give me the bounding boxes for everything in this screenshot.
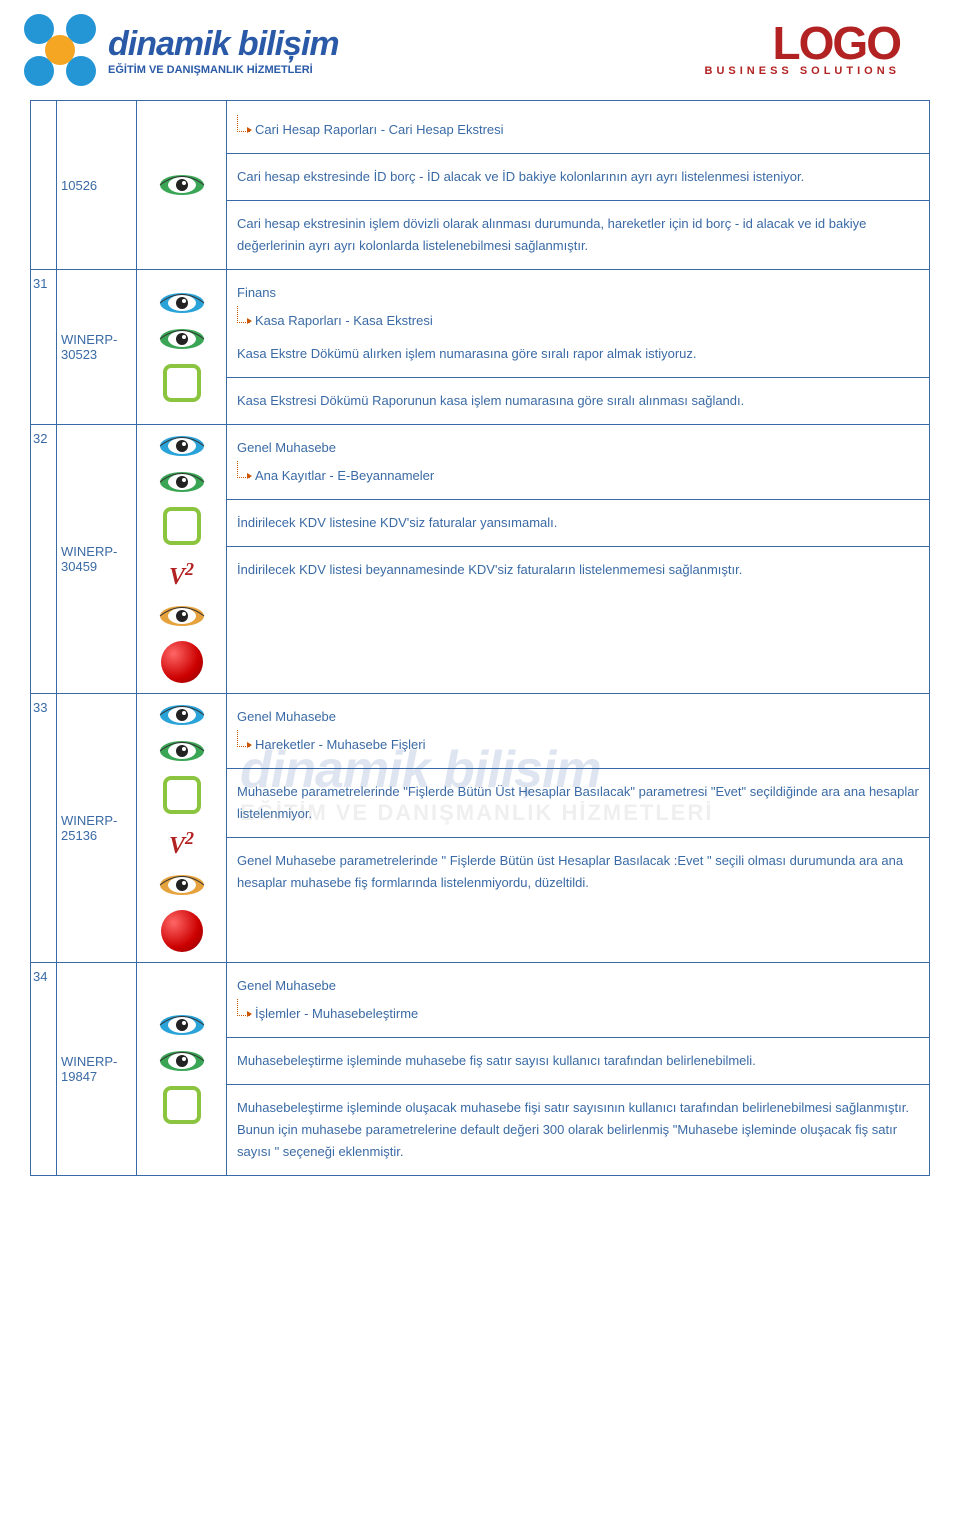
brand-logo-left: dinamik bilișim EĞİTİM VE DANIŞMANLIK Hİ…	[20, 10, 339, 90]
eye-icon	[158, 605, 206, 627]
body-cell: Kasa Ekstresi Dökümü Raporunun kasa işle…	[227, 378, 929, 424]
eye-icon	[158, 874, 206, 896]
body-cell: Genel Muhasebe Ana Kayıtlar - E-Beyanname…	[227, 425, 929, 500]
row-number: 32	[31, 424, 57, 693]
red-ball-icon	[161, 641, 203, 683]
body-cell: Muhasebe parametrelerinde "Fişlerde Bütü…	[227, 769, 929, 838]
row-icons: V2	[137, 693, 227, 962]
eye-icon	[158, 174, 206, 196]
table-row: 32WINERP-30459 V2 Genel Muhasebe Ana Kayı…	[31, 424, 930, 693]
brand-logo-right: LOGO BUSINESS SOLUTIONS	[705, 23, 900, 76]
row-body: Finans Kasa Raporları - Kasa Ekstresi Kasa…	[227, 270, 930, 424]
row-number: 33	[31, 693, 57, 962]
icon-stack: V2	[141, 435, 222, 683]
body-text: İndirilecek KDV listesine KDV'siz fatura…	[237, 512, 919, 534]
v2-icon: V2	[169, 828, 194, 860]
eye-icon	[158, 292, 206, 314]
icon-stack	[141, 174, 222, 196]
v2-icon: V2	[169, 559, 194, 591]
square-icon	[163, 1086, 201, 1124]
logo-sub: BUSINESS SOLUTIONS	[705, 65, 900, 77]
square-icon	[163, 507, 201, 545]
issues-table: 10526 Cari Hesap Raporları - Cari Hesap …	[30, 100, 930, 1176]
logo-word: LOGO	[773, 23, 900, 64]
eye-icon	[158, 328, 206, 350]
row-body: Genel Muhasebe Ana Kayıtlar - E-Beyanname…	[227, 424, 930, 693]
body-text: Muhasebe parametrelerinde "Fişlerde Bütü…	[237, 781, 919, 825]
red-ball-icon	[161, 910, 203, 952]
eye-icon	[158, 1014, 206, 1036]
row-icons	[137, 101, 227, 270]
row-id: 10526	[57, 101, 137, 270]
row-id: WINERP-30523	[57, 270, 137, 424]
square-icon	[163, 776, 201, 814]
body-cell: Cari hesap ekstresinde İD borç - İD alac…	[227, 154, 929, 201]
row-number: 31	[31, 270, 57, 424]
category-text: Genel Muhasebe	[237, 975, 919, 997]
row-id: WINERP-19847	[57, 962, 137, 1176]
body-text: Muhasebeleştirme işleminde oluşacak muha…	[237, 1097, 919, 1163]
brand-sub-text: EĞİTİM VE DANIŞMANLIK HİZMETLERİ	[108, 64, 339, 76]
body-cell: İndirilecek KDV listesine KDV'siz fatura…	[227, 500, 929, 547]
eye-icon	[158, 435, 206, 457]
page-header: dinamik bilișim EĞİTİM VE DANIŞMANLIK Hİ…	[0, 0, 960, 100]
body-text: Kasa Ekstre Dökümü alırken işlem numaras…	[237, 343, 919, 365]
body-text: Cari hesap ekstresinde İD borç - İD alac…	[237, 166, 919, 188]
eye-icon	[158, 740, 206, 762]
icon-stack	[141, 292, 222, 402]
row-icons	[137, 270, 227, 424]
table-row: 31WINERP-30523 Finans Kasa Raporları - Ka…	[31, 270, 930, 424]
body-text: Cari hesap ekstresinin işlem dövizli ola…	[237, 213, 919, 257]
table-row: 10526 Cari Hesap Raporları - Cari Hesap …	[31, 101, 930, 270]
body-cell: İndirilecek KDV listesi beyannamesinde K…	[227, 547, 929, 593]
x-icon	[20, 10, 100, 90]
body-text: Muhasebeleştirme işleminde muhasebe fiş …	[237, 1050, 919, 1072]
body-cell: Genel Muhasebe Hareketler - Muhasebe Fişl…	[227, 694, 929, 769]
body-cell: Cari Hesap Raporları - Cari Hesap Ekstre…	[227, 101, 929, 154]
body-text: Kasa Ekstresi Dökümü Raporunun kasa işle…	[237, 390, 919, 412]
eye-icon	[158, 1050, 206, 1072]
row-number	[31, 101, 57, 270]
table-row: 33WINERP-25136 V2 Genel Muhasebe Hareketl…	[31, 693, 930, 962]
body-text: İndirilecek KDV listesi beyannamesinde K…	[237, 559, 919, 581]
row-body: Genel Muhasebe Hareketler - Muhasebe Fişl…	[227, 693, 930, 962]
body-cell: Genel Muhasebe parametrelerinde " Fişler…	[227, 838, 929, 906]
category-text: Genel Muhasebe	[237, 706, 919, 728]
row-body: Genel Muhasebe İşlemler - Muhasebeleştirm…	[227, 962, 930, 1176]
body-cell: Cari hesap ekstresinin işlem dövizli ola…	[227, 201, 929, 269]
body-cell: Finans Kasa Raporları - Kasa Ekstresi Kasa…	[227, 270, 929, 377]
category-text: Genel Muhasebe	[237, 437, 919, 459]
breadcrumb-text: Ana Kayıtlar - E-Beyannameler	[237, 465, 919, 487]
icon-stack: V2	[141, 704, 222, 952]
body-cell: Muhasebeleştirme işleminde oluşacak muha…	[227, 1085, 929, 1175]
body-cell: Genel Muhasebe İşlemler - Muhasebeleştirm…	[227, 963, 929, 1038]
eye-icon	[158, 471, 206, 493]
row-icons: V2	[137, 424, 227, 693]
breadcrumb-text: Hareketler - Muhasebe Fişleri	[237, 734, 919, 756]
body-cell: Muhasebeleştirme işleminde muhasebe fiş …	[227, 1038, 929, 1085]
brand-main-text: dinamik bilișim	[108, 25, 339, 64]
row-id: WINERP-30459	[57, 424, 137, 693]
breadcrumb-text: Cari Hesap Raporları - Cari Hesap Ekstre…	[237, 119, 919, 141]
square-icon	[163, 364, 201, 402]
breadcrumb-text: İşlemler - Muhasebeleştirme	[237, 1003, 919, 1025]
row-icons	[137, 962, 227, 1176]
body-text: Genel Muhasebe parametrelerinde " Fişler…	[237, 850, 919, 894]
table-row: 34WINERP-19847 Genel Muhasebe İşlemler - …	[31, 962, 930, 1176]
row-number: 34	[31, 962, 57, 1176]
row-body: Cari Hesap Raporları - Cari Hesap Ekstre…	[227, 101, 930, 270]
eye-icon	[158, 704, 206, 726]
icon-stack	[141, 1014, 222, 1124]
category-text: Finans	[237, 282, 919, 304]
breadcrumb-text: Kasa Raporları - Kasa Ekstresi	[237, 310, 919, 332]
row-id: WINERP-25136	[57, 693, 137, 962]
